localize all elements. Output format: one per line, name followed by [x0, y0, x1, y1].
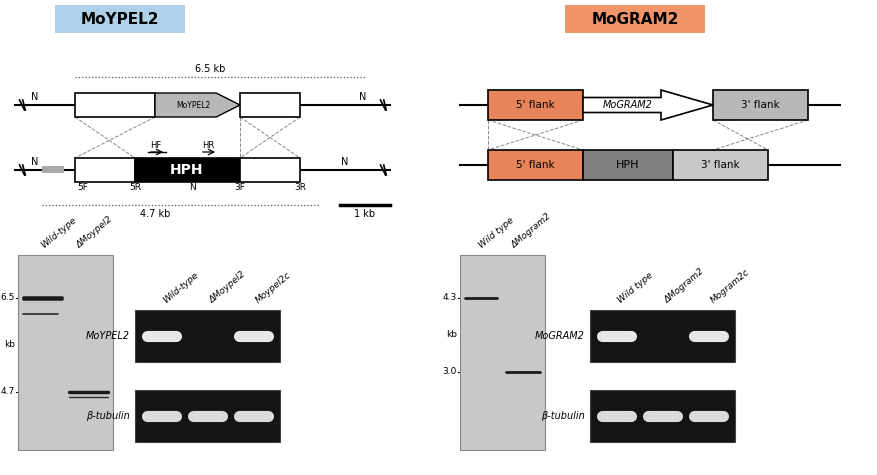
Bar	[589, 310, 734, 362]
Text: 3' flank: 3' flank	[740, 100, 779, 110]
Text: HPH: HPH	[170, 163, 203, 177]
Text: MoYPEL2: MoYPEL2	[175, 101, 210, 110]
Polygon shape	[582, 90, 712, 120]
Bar	[460, 255, 545, 450]
Text: 4.7 kb: 4.7 kb	[139, 209, 170, 219]
Bar	[488, 90, 582, 120]
Polygon shape	[155, 93, 239, 117]
Text: 3' flank: 3' flank	[700, 160, 738, 170]
Text: N: N	[359, 92, 367, 102]
Bar	[239, 158, 300, 182]
Text: 6.5 kb: 6.5 kb	[195, 64, 225, 74]
Text: ΔMoypel2: ΔMoypel2	[75, 215, 115, 250]
Text: MoGRAM2: MoGRAM2	[590, 12, 678, 28]
Text: HPH: HPH	[616, 160, 639, 170]
Bar	[55, 5, 185, 33]
Text: β-tubulin: β-tubulin	[540, 411, 584, 421]
Text: MoYPEL2: MoYPEL2	[81, 12, 159, 28]
Bar	[712, 90, 807, 120]
Bar	[42, 166, 64, 173]
Bar	[582, 150, 673, 180]
Bar	[673, 150, 767, 180]
Bar	[565, 5, 704, 33]
Text: kb: kb	[4, 340, 15, 349]
Text: 5' flank: 5' flank	[515, 160, 553, 170]
Text: Wild-type: Wild-type	[39, 216, 77, 250]
Text: N: N	[189, 183, 196, 192]
Bar	[135, 390, 280, 442]
Text: N: N	[32, 92, 39, 102]
Text: 5F: 5F	[77, 183, 89, 192]
Text: ΔMoypel2: ΔMoypel2	[207, 270, 247, 305]
Text: Wild type: Wild type	[616, 271, 653, 305]
Text: 5R: 5R	[129, 183, 141, 192]
Bar	[18, 255, 113, 450]
Bar	[589, 390, 734, 442]
Text: 4.3: 4.3	[442, 294, 457, 303]
Text: Wild type: Wild type	[476, 216, 515, 250]
Text: MoGRAM2: MoGRAM2	[534, 331, 584, 341]
Text: Mogram2c: Mogram2c	[708, 267, 751, 305]
Text: HR: HR	[202, 141, 214, 150]
Text: N: N	[341, 157, 348, 167]
Text: ΔMogram2: ΔMogram2	[662, 266, 705, 305]
Bar	[488, 150, 582, 180]
Text: 1 kb: 1 kb	[354, 209, 375, 219]
Text: 4.7: 4.7	[1, 387, 15, 396]
Text: 3F: 3F	[234, 183, 246, 192]
Bar	[135, 158, 239, 182]
Text: kb: kb	[446, 331, 457, 340]
Text: ΔMogram2: ΔMogram2	[509, 212, 552, 250]
Bar	[135, 310, 280, 362]
Text: MoGRAM2: MoGRAM2	[602, 100, 652, 110]
Text: 5' flank: 5' flank	[515, 100, 553, 110]
Text: Wild-type: Wild-type	[160, 270, 200, 305]
Text: N: N	[32, 157, 39, 167]
Text: MoYPEL2: MoYPEL2	[86, 331, 130, 341]
Text: 3.0: 3.0	[442, 368, 457, 377]
Text: Moypel2c: Moypel2c	[253, 270, 292, 305]
Bar	[75, 93, 155, 117]
Bar	[239, 93, 300, 117]
Text: HF: HF	[150, 141, 161, 150]
Bar	[75, 158, 135, 182]
Text: 3R: 3R	[294, 183, 306, 192]
Text: 6.5: 6.5	[1, 294, 15, 303]
Text: β-tubulin: β-tubulin	[86, 411, 130, 421]
